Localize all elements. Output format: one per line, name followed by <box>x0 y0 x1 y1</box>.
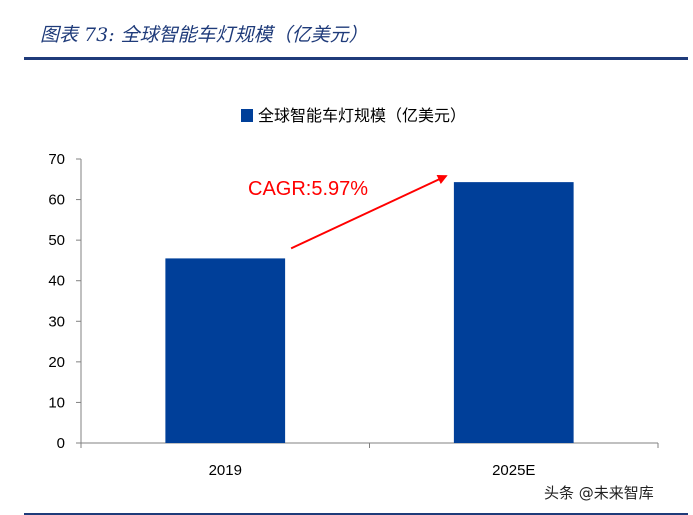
bar-2025E <box>453 182 574 443</box>
y-tick-label: 40 <box>48 273 65 290</box>
y-tick-label: 20 <box>48 354 65 371</box>
cagr-annotation: CAGR:5.97% <box>248 174 448 250</box>
y-tick-label: 50 <box>48 232 65 249</box>
y-tick-label: 10 <box>48 394 65 411</box>
y-tick-label: 30 <box>48 313 65 330</box>
x-axis: 2019 2025E <box>80 442 659 479</box>
bottom-divider <box>24 513 688 515</box>
top-divider <box>24 57 688 60</box>
y-tick-label: 60 <box>48 192 65 209</box>
watermark: 头条 @未来智库 <box>544 484 654 502</box>
y-axis: 0 10 20 30 40 50 60 70 <box>48 151 82 452</box>
x-tick-label: 2025E <box>492 462 535 479</box>
legend: 全球智能车灯规模（亿美元） <box>241 106 466 125</box>
x-tick-label: 2019 <box>209 462 242 479</box>
bars <box>165 182 574 443</box>
y-tick-label: 70 <box>48 151 65 168</box>
figure-title: 图表 73: 全球智能车灯规模（亿美元） <box>40 24 368 46</box>
legend-swatch <box>241 109 253 122</box>
y-tick-label: 0 <box>57 435 65 452</box>
bar-2019 <box>165 258 286 443</box>
cagr-arrow <box>290 174 448 250</box>
cagr-label: CAGR:5.97% <box>248 178 368 200</box>
legend-label: 全球智能车灯规模（亿美元） <box>258 106 466 125</box>
